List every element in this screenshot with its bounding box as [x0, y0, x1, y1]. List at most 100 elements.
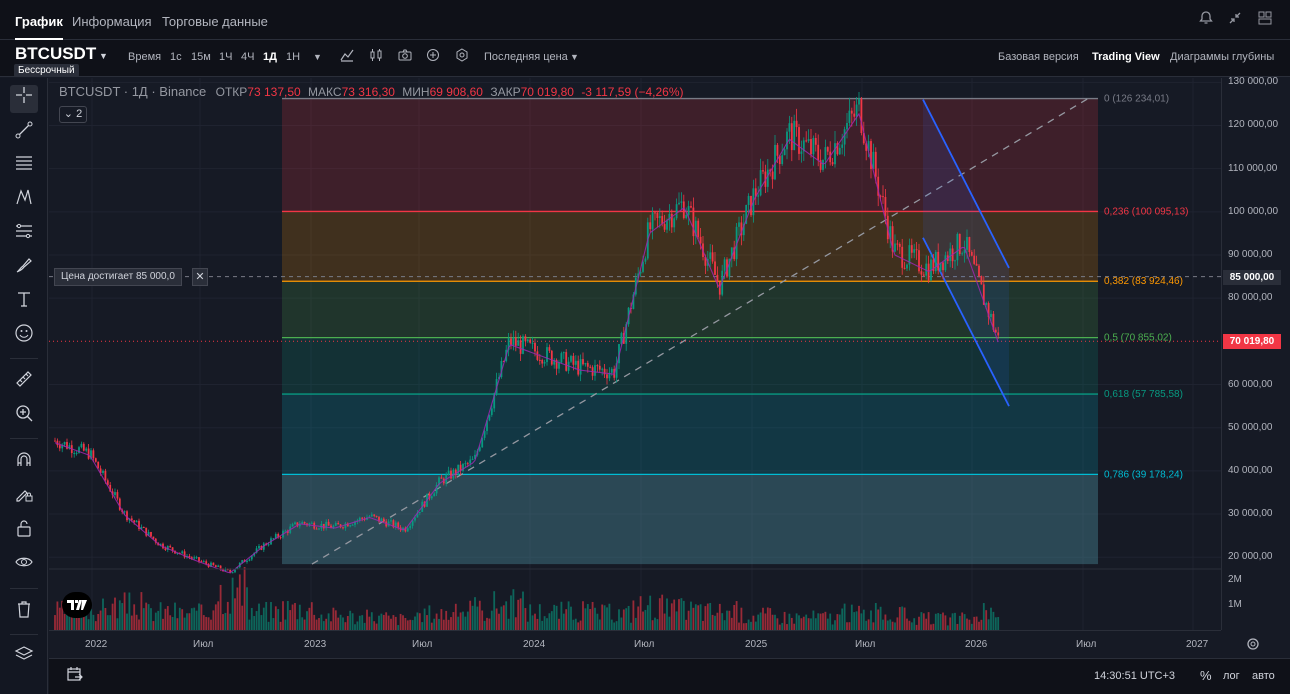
- volume-bar: [834, 620, 836, 630]
- settings-icon[interactable]: [455, 48, 469, 65]
- bell-icon[interactable]: [1196, 10, 1216, 30]
- price-axis[interactable]: 130 000,00 120 000,00 110 000,00 100 000…: [1221, 76, 1290, 630]
- moving-average-line: [54, 112, 999, 574]
- candle-body: [190, 557, 193, 559]
- candle-body: [644, 258, 647, 262]
- tab-info[interactable]: Информация: [72, 14, 152, 29]
- crosshair-icon[interactable]: [10, 85, 38, 113]
- candle-body: [54, 440, 56, 442]
- volume-bar: [363, 622, 366, 630]
- tf-1d[interactable]: 1Д: [263, 51, 277, 63]
- candle-body: [670, 213, 673, 228]
- log-toggle[interactable]: лог: [1223, 670, 1240, 682]
- volume-bar: [733, 605, 736, 630]
- collapse-arrows-icon[interactable]: [1225, 10, 1245, 30]
- volume-bar: [903, 607, 906, 630]
- candle-body: [992, 313, 995, 330]
- volume-bar: [190, 608, 193, 630]
- layers-icon[interactable]: [10, 644, 38, 672]
- time-axis[interactable]: 2022 Июл 2023 Июл 2024 Июл 2025 Июл 2026…: [49, 630, 1221, 658]
- volume-bar: [428, 605, 431, 630]
- volume-bar: [646, 605, 649, 630]
- candle-body: [397, 522, 400, 528]
- magnet-icon[interactable]: [10, 450, 38, 478]
- volume-bar: [181, 609, 184, 630]
- view-tradingview[interactable]: Trading View: [1092, 51, 1160, 63]
- candle-body: [152, 536, 155, 539]
- price-chart[interactable]: 0 (126 234,01) 0,236 (100 095,13) 0,382 (8…: [49, 78, 1221, 630]
- volume-bar: [183, 617, 186, 630]
- auto-toggle[interactable]: авто: [1252, 670, 1275, 682]
- volume-bar: [862, 609, 865, 630]
- tf-1w[interactable]: 1Н: [286, 51, 301, 63]
- volume-bar: [138, 619, 140, 630]
- alert-label[interactable]: Цена достигает 85 000,0: [54, 268, 182, 286]
- brush-icon[interactable]: [10, 255, 38, 283]
- candle-body: [920, 271, 923, 275]
- volume-bar: [92, 614, 95, 630]
- percent-toggle[interactable]: %: [1200, 668, 1212, 683]
- chevron-down-icon[interactable]: ▼: [570, 52, 579, 62]
- volume-bar: [380, 613, 383, 630]
- tf-4h[interactable]: 4Ч: [241, 51, 255, 63]
- candles-icon[interactable]: [369, 48, 383, 65]
- date-range-icon[interactable]: [66, 666, 86, 686]
- tf-1h[interactable]: 1Ч: [219, 51, 233, 63]
- alert-price-tag: 85 000,00: [1223, 269, 1281, 285]
- layout-icon[interactable]: [1255, 10, 1275, 30]
- tf-more-chevron-icon[interactable]: ▼: [313, 52, 322, 62]
- fib-icon[interactable]: [10, 153, 38, 181]
- pattern-icon[interactable]: [10, 187, 38, 215]
- volume-bar: [632, 600, 635, 630]
- candle-body: [361, 517, 364, 519]
- text-icon[interactable]: [10, 289, 38, 317]
- tab-trading-data[interactable]: Торговые данные: [162, 14, 268, 29]
- indicators-count: 2: [76, 108, 83, 120]
- candle-body: [531, 342, 534, 344]
- emoji-icon[interactable]: [10, 323, 38, 351]
- zoom-icon[interactable]: [10, 403, 38, 431]
- symbol-name[interactable]: BTCUSDT: [15, 44, 97, 63]
- projection-icon[interactable]: [10, 221, 38, 249]
- candle-body: [745, 204, 748, 224]
- price-source-select[interactable]: Последняя цена: [484, 51, 568, 63]
- trendline-icon[interactable]: [10, 120, 38, 148]
- candle-body: [598, 365, 601, 370]
- candle-body: [632, 294, 635, 309]
- indicators-toggle[interactable]: ⌄ 2: [59, 106, 87, 123]
- candle-body: [438, 477, 440, 486]
- candle-body: [500, 361, 503, 378]
- indicator-line-icon[interactable]: [340, 48, 354, 65]
- tab-chart[interactable]: График: [15, 14, 63, 40]
- candle-body: [870, 141, 872, 170]
- candle-body: [529, 339, 532, 343]
- candle-body: [865, 143, 868, 151]
- chevron-down-icon: ⌄: [63, 108, 74, 120]
- trash-icon[interactable]: [10, 599, 38, 627]
- chevron-down-icon[interactable]: ▼: [99, 51, 108, 61]
- eye-icon[interactable]: [10, 552, 38, 580]
- candle-body: [654, 212, 656, 214]
- settings-icon[interactable]: [1245, 636, 1265, 654]
- price-label: 40 000,00: [1228, 464, 1273, 476]
- unlock-icon[interactable]: [10, 518, 38, 546]
- candle-body: [214, 565, 217, 567]
- add-icon[interactable]: [426, 48, 440, 65]
- candle-body: [75, 452, 78, 454]
- camera-icon[interactable]: [398, 48, 412, 65]
- volume-bar: [855, 611, 858, 630]
- lock-draw-icon[interactable]: [10, 484, 38, 512]
- tf-15m[interactable]: 15м: [191, 51, 211, 63]
- alert-close-button[interactable]: ✕: [192, 268, 208, 286]
- time-label: 2026: [965, 639, 988, 650]
- volume-bar: [286, 600, 289, 630]
- volume-bar: [385, 612, 388, 630]
- volume-bar: [404, 617, 407, 630]
- tf-1s[interactable]: 1с: [170, 51, 182, 63]
- view-depth[interactable]: Диаграммы глубины: [1170, 51, 1275, 63]
- view-basic[interactable]: Базовая версия: [998, 51, 1079, 63]
- chart-pane[interactable]: 0 (126 234,01) 0,236 (100 095,13) 0,382 (8…: [49, 78, 1221, 630]
- ruler-icon[interactable]: [10, 369, 38, 397]
- volume-bar: [550, 611, 553, 630]
- clock[interactable]: 14:30:51 UTC+3: [1094, 670, 1176, 682]
